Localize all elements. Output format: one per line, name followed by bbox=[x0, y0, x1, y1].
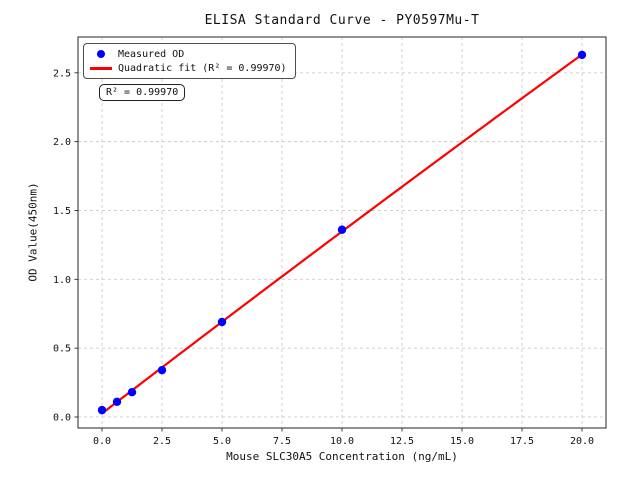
chart-title: ELISA Standard Curve - PY0597Mu-T bbox=[204, 13, 480, 28]
x-tick-label: 5.0 bbox=[213, 436, 231, 447]
r-squared-annotation: R² = 0.99970 bbox=[99, 84, 186, 101]
legend-label-measured-od: Measured OD bbox=[118, 48, 185, 60]
data-point bbox=[97, 405, 107, 415]
y-tick-label: 0.5 bbox=[53, 344, 71, 355]
plot-border bbox=[77, 36, 607, 429]
legend-marker-cell bbox=[84, 50, 118, 58]
x-tick-label: 0.0 bbox=[93, 436, 111, 447]
x-tick-label: 15.0 bbox=[450, 436, 474, 447]
data-point bbox=[112, 397, 122, 407]
x-axis-label: Mouse SLC30A5 Concentration (ng/mL) bbox=[226, 450, 458, 463]
legend-entry-quadratic-fit: Quadratic fit (R² = 0.99970) bbox=[84, 61, 287, 75]
legend: Measured OD Quadratic fit (R² = 0.99970) bbox=[83, 43, 296, 79]
x-tick-label: 12.5 bbox=[390, 436, 414, 447]
y-tick-label: 0.0 bbox=[53, 412, 71, 423]
y-tick-label: 2.0 bbox=[53, 137, 71, 148]
legend-label-quadratic-fit: Quadratic fit (R² = 0.99970) bbox=[118, 62, 287, 74]
x-tick-label: 17.5 bbox=[510, 436, 534, 447]
legend-entry-measured-od: Measured OD bbox=[84, 47, 287, 61]
x-tick-label: 10.0 bbox=[330, 436, 354, 447]
data-point bbox=[217, 317, 227, 327]
data-point bbox=[577, 50, 587, 60]
y-tick-label: 2.5 bbox=[53, 68, 71, 79]
y-tick-label: 1.5 bbox=[53, 206, 71, 217]
legend-marker-cell bbox=[84, 66, 118, 70]
x-tick-label: 7.5 bbox=[273, 436, 291, 447]
data-point bbox=[337, 225, 347, 234]
x-tick-label: 2.5 bbox=[153, 436, 171, 447]
data-point bbox=[127, 388, 137, 397]
y-tick-label: 1.0 bbox=[53, 275, 71, 286]
x-tick-label: 20.0 bbox=[570, 436, 594, 447]
legend-scatter-dot-icon bbox=[97, 50, 105, 58]
data-point bbox=[157, 365, 167, 375]
legend-fit-line-icon bbox=[90, 66, 112, 70]
